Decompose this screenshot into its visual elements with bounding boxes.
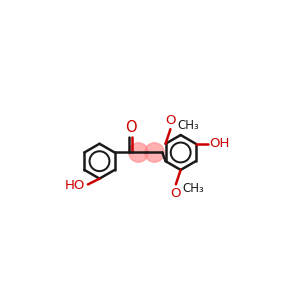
Text: OH: OH xyxy=(209,137,230,150)
Text: O: O xyxy=(125,120,136,135)
Text: CH₃: CH₃ xyxy=(183,182,204,195)
Text: O: O xyxy=(165,113,176,127)
Text: O: O xyxy=(171,187,181,200)
Text: HO: HO xyxy=(64,179,85,192)
Text: CH₃: CH₃ xyxy=(177,119,199,132)
